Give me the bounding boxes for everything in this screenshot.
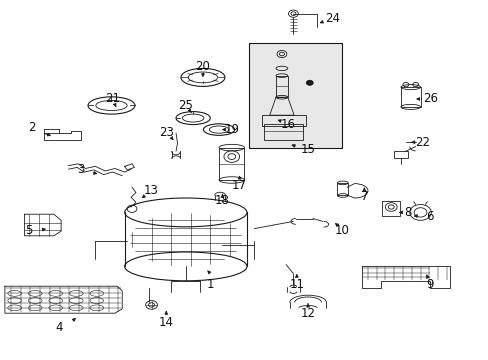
Bar <box>275 76 287 97</box>
Bar <box>261 115 305 126</box>
Bar <box>382 201 399 216</box>
Text: 21: 21 <box>105 93 120 105</box>
Bar <box>249 43 342 148</box>
Text: 25: 25 <box>178 99 193 112</box>
Text: 8: 8 <box>404 206 411 219</box>
Text: 10: 10 <box>334 224 349 237</box>
Text: 7: 7 <box>360 190 367 203</box>
Circle shape <box>305 80 313 85</box>
Text: 11: 11 <box>289 278 304 291</box>
Bar <box>264 124 303 140</box>
Text: 17: 17 <box>232 179 246 192</box>
Text: 20: 20 <box>195 60 210 73</box>
Text: 14: 14 <box>159 316 173 329</box>
Text: 4: 4 <box>55 321 62 334</box>
Text: 12: 12 <box>300 307 315 320</box>
Bar <box>337 183 347 195</box>
Text: 9: 9 <box>426 278 433 291</box>
Bar <box>393 151 407 158</box>
Text: 1: 1 <box>206 278 214 291</box>
Text: 24: 24 <box>325 12 339 24</box>
Text: 6: 6 <box>426 210 433 222</box>
Text: 16: 16 <box>281 118 295 131</box>
Text: 26: 26 <box>422 93 437 105</box>
Text: 3: 3 <box>77 163 84 176</box>
Text: 22: 22 <box>415 136 429 149</box>
Text: 18: 18 <box>215 194 229 207</box>
Bar <box>400 87 420 107</box>
Text: 13: 13 <box>144 184 159 197</box>
Text: 5: 5 <box>24 224 32 237</box>
Bar <box>219 148 244 180</box>
Text: 15: 15 <box>300 143 315 156</box>
Text: 2: 2 <box>28 121 36 134</box>
Text: 23: 23 <box>159 126 173 139</box>
Text: 19: 19 <box>224 123 239 136</box>
